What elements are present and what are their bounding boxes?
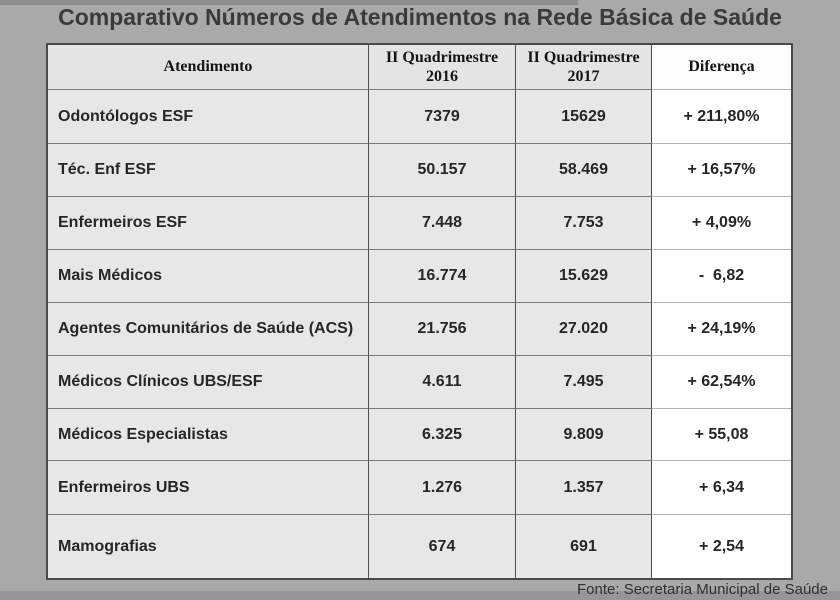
column-header-label: Diferença [688,58,755,76]
cell-2017-value: 15.629 [516,250,652,303]
cell-2017-value: 9.809 [516,409,652,461]
table-row: Mais Médicos 16.774 15.629 - 6,82 [48,250,791,303]
column-header-2017: II Quadrimestre 2017 [516,45,652,90]
table-row: Téc. Enf ESF 50.157 58.469 + 16,57% [48,144,791,197]
cell-atendimento: Odontólogos ESF [48,90,369,144]
column-header-year: 2016 [426,68,458,85]
bottom-bar [0,591,840,600]
cell-atendimento: Agentes Comunitários de Saúde (ACS) [48,303,369,356]
column-header-label: Atendimento [163,58,253,76]
cell-2016-value: 16.774 [369,250,516,303]
cell-diferenca-value: + 16,57% [652,144,791,197]
cell-diferenca-value: - 6,82 [652,250,791,303]
table-row: Médicos Especialistas 6.325 9.809 + 55,0… [48,409,791,461]
cell-atendimento: Mais Médicos [48,250,369,303]
cell-atendimento: Médicos Especialistas [48,409,369,461]
cell-2016-value: 7.448 [369,197,516,250]
cell-atendimento: Téc. Enf ESF [48,144,369,197]
cell-2017-value: 58.469 [516,144,652,197]
cell-2017-value: 27.020 [516,303,652,356]
cell-2017-value: 7.495 [516,356,652,409]
cell-2016-value: 6.325 [369,409,516,461]
cell-diferenca-value: + 55,08 [652,409,791,461]
cell-2016-value: 1.276 [369,461,516,515]
page-title: Comparativo Números de Atendimentos na R… [58,4,782,30]
cell-2017-value: 15629 [516,90,652,144]
cell-atendimento: Mamografias [48,515,369,578]
table-row: Enfermeiros UBS 1.276 1.357 + 6,34 [48,461,791,515]
table-row: Mamografias 674 691 + 2,54 [48,515,791,578]
column-header-diferenca: Diferença [652,45,791,90]
table-row: Médicos Clínicos UBS/ESF 4.611 7.495 + 6… [48,356,791,409]
cell-2017-value: 1.357 [516,461,652,515]
column-header-atendimento: Atendimento [48,45,369,90]
table-header-row: Atendimento II Quadrimestre 2016 II Quad… [48,45,791,90]
column-header-label: II Quadrimestre [527,48,640,66]
cell-diferenca-value: + 24,19% [652,303,791,356]
comparison-table: Atendimento II Quadrimestre 2016 II Quad… [46,43,793,580]
table-row: Enfermeiros ESF 7.448 7.753 + 4,09% [48,197,791,250]
cell-2016-value: 21.756 [369,303,516,356]
cell-atendimento: Médicos Clínicos UBS/ESF [48,356,369,409]
cell-diferenca-value: + 4,09% [652,197,791,250]
cell-diferenca-value: + 2,54 [652,515,791,578]
cell-diferenca-value: + 6,34 [652,461,791,515]
column-header-year: 2017 [567,68,600,85]
cell-atendimento: Enfermeiros ESF [48,197,369,250]
cell-2017-value: 691 [516,515,652,578]
cell-diferenca-value: + 211,80% [652,90,791,144]
column-header-2016: II Quadrimestre 2016 [369,45,516,90]
cell-diferenca-value: + 62,54% [652,356,791,409]
cell-2016-value: 50.157 [369,144,516,197]
source-note: Fonte: Secretaria Municipal de Saúde [577,581,828,598]
cell-2016-value: 4.611 [369,356,516,409]
cell-atendimento: Enfermeiros UBS [48,461,369,515]
cell-2016-value: 7379 [369,90,516,144]
table-row: Agentes Comunitários de Saúde (ACS) 21.7… [48,303,791,356]
cell-2016-value: 674 [369,515,516,578]
column-header-label: II Quadrimestre [385,48,499,66]
top-bar [0,0,578,5]
table-row: Odontólogos ESF 7379 15629 + 211,80% [48,90,791,144]
cell-2017-value: 7.753 [516,197,652,250]
